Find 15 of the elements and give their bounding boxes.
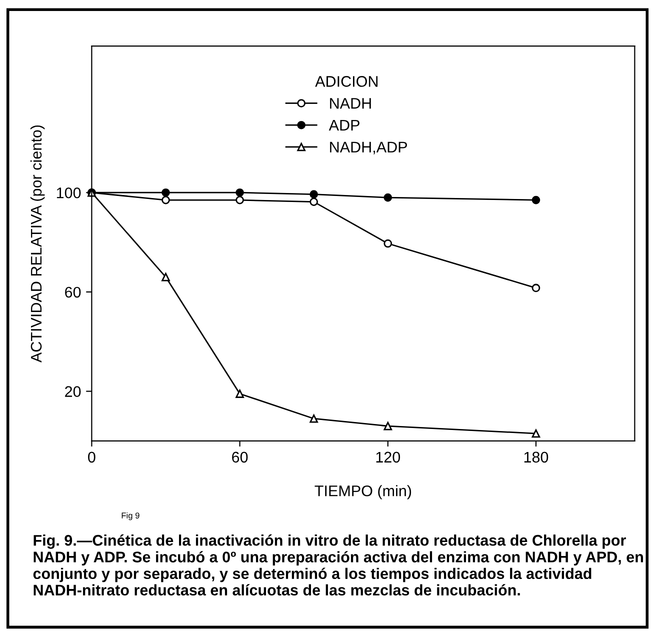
y-axis-title: ACTIVIDAD RELATIVA (por ciento) <box>30 125 45 362</box>
y-tick-label: 60 <box>65 286 81 298</box>
x-tick-label: 0 <box>88 452 96 463</box>
caption: Fig 9 <box>122 512 140 520</box>
x-axis-title: TIEMPO (min) <box>314 485 412 500</box>
legend-label: NADH,ADP <box>330 142 407 154</box>
x-tick-label: 120 <box>376 452 400 463</box>
x-tick-label: 60 <box>232 452 248 463</box>
y-tick-label: 20 <box>65 386 81 397</box>
caption: Fig. 9.—Cinética de la inactivación in vitro de la nitrato reductasa de Chlorella por NADH y ADP. Se incubó a 0º una preparación activa del enzima con NADH y APD, en conjunto y por separado, y se determinó a los tiempos indicados la actividad NADH-nitrato reductasa en alícuotas de las mezclas de incubación. <box>33 534 643 596</box>
y-tick-label: 100 <box>56 187 81 198</box>
x-tick-label: 180 <box>524 452 548 463</box>
legend-label: ADP <box>328 120 360 130</box>
legend-label: NADH <box>330 98 371 109</box>
legend-title: ADICION <box>315 76 378 87</box>
